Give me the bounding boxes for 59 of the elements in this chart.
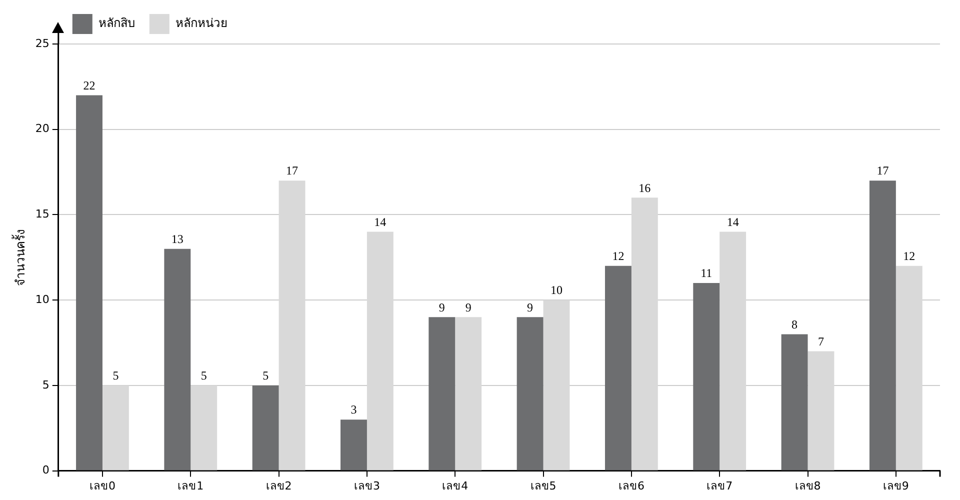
data-label: 3 — [350, 402, 357, 417]
bar — [516, 317, 544, 470]
x-tick-label: เลข3 — [354, 479, 380, 492]
data-label: 22 — [83, 78, 96, 92]
bar — [693, 283, 720, 470]
y-axis-title: จำนวนครั้ง — [11, 228, 28, 286]
data-label: 12 — [612, 249, 624, 264]
x-tick-label: เลข8 — [794, 479, 821, 492]
bar — [102, 385, 129, 470]
data-label: 17 — [876, 164, 889, 178]
data-label: 9 — [438, 300, 445, 314]
y-tick-label: 10 — [35, 292, 50, 306]
y-tick-label: 20 — [35, 122, 50, 136]
data-label: 14 — [726, 214, 739, 229]
data-label: 10 — [550, 283, 563, 298]
data-label: 17 — [286, 164, 298, 178]
bar — [896, 266, 922, 470]
data-label: 14 — [374, 214, 386, 229]
data-label: 5 — [112, 368, 119, 383]
data-label: 11 — [700, 266, 712, 280]
data-label: 9 — [465, 300, 472, 314]
bar — [278, 180, 306, 470]
data-label: 13 — [171, 232, 184, 246]
y-tick-label: 15 — [35, 208, 50, 221]
bar — [340, 420, 367, 470]
y-tick-label: 0 — [42, 464, 50, 477]
x-tick-label: เลข2 — [266, 479, 292, 492]
bar — [455, 317, 482, 470]
bar — [428, 317, 456, 470]
data-label: 16 — [638, 180, 651, 195]
bar — [366, 232, 394, 470]
x-tick-label: เลข6 — [618, 479, 644, 492]
x-tick-label: เลข0 — [89, 479, 116, 492]
bar — [164, 248, 191, 470]
bar — [76, 95, 102, 470]
data-label: 5 — [262, 368, 269, 383]
bar — [781, 334, 808, 470]
bar — [252, 385, 279, 470]
data-label: 5 — [200, 368, 207, 383]
bar — [720, 232, 746, 470]
x-tick-label: เลข1 — [178, 479, 204, 492]
bar — [543, 300, 570, 470]
x-tick-label: เลข7 — [706, 479, 733, 492]
x-tick-label: เลข9 — [882, 479, 909, 492]
x-tick-label: เลข5 — [530, 479, 556, 492]
x-tick-label: เลข4 — [442, 479, 468, 492]
legend-label: หลักหน่วย — [175, 16, 228, 30]
data-label: 8 — [792, 317, 798, 332]
bar — [808, 351, 834, 470]
legend-label: หลักสิบ — [98, 16, 136, 30]
bar — [869, 180, 896, 470]
bar — [631, 198, 658, 470]
data-label: 12 — [903, 249, 916, 264]
bar — [604, 266, 632, 470]
bar — [190, 385, 218, 470]
data-label: 7 — [818, 334, 824, 348]
data-label: 9 — [527, 300, 534, 314]
y-tick-label: 5 — [42, 378, 50, 392]
y-tick-label: 25 — [35, 36, 50, 50]
